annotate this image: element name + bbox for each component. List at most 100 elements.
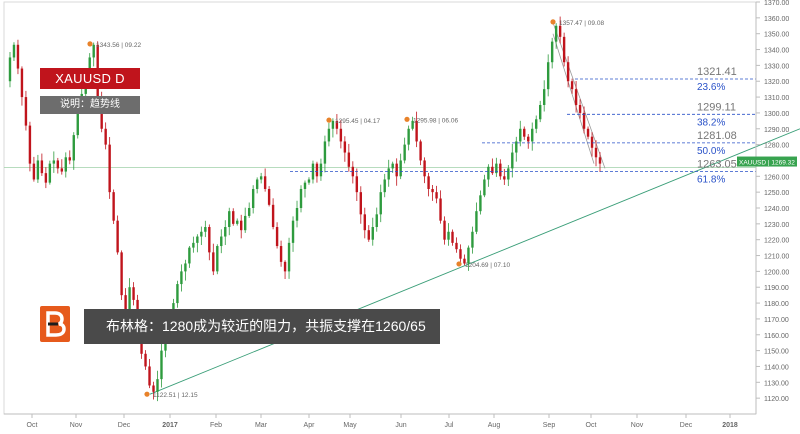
fib-price-label: 1299.11 [697, 101, 736, 113]
y-tick-label: 1290.00 [764, 127, 789, 134]
candle-down [419, 141, 422, 161]
candle-up [192, 242, 195, 248]
candle-down [367, 230, 370, 240]
symbol-badge: XAUUSD D [40, 68, 140, 89]
y-tick-label: 1160.00 [764, 333, 789, 340]
x-tick-label: Sep [543, 422, 556, 429]
candle-up [287, 242, 291, 272]
support-trendline [149, 128, 800, 395]
candle-up [52, 160, 56, 164]
candle-down [271, 204, 275, 228]
candle-up [216, 246, 219, 272]
y-axis: 1120.00 1130.00 1140.00 1150.00 1160.00 1170.… [755, 0, 789, 414]
fib-ratio-label: 23.6% [697, 82, 725, 93]
candle-down [359, 192, 363, 215]
pivot-label: 1295.45 | 04.17 [335, 118, 380, 125]
candle-up [383, 179, 386, 193]
candle-up [511, 152, 514, 169]
x-tick-label: Dec [680, 422, 693, 429]
candle-down [455, 242, 458, 250]
y-tick-label: 1150.00 [764, 349, 789, 356]
candle-down [32, 163, 36, 180]
candle-down [108, 144, 111, 193]
candle-up [291, 220, 295, 243]
candle-up [36, 160, 40, 180]
candle-down [44, 173, 48, 183]
candle-down [562, 36, 566, 63]
candle-down [523, 128, 526, 137]
y-tick-label: 1280.00 [764, 143, 789, 150]
candle-down [232, 211, 235, 224]
candle-up [8, 57, 12, 82]
candle-down [120, 252, 123, 296]
pivot-marker [87, 41, 93, 47]
candle-up [479, 195, 482, 212]
candle-up [403, 144, 406, 161]
candle-down [148, 366, 151, 386]
candle-down [212, 252, 215, 272]
y-tick-label: 1140.00 [764, 364, 789, 371]
y-tick-label: 1210.00 [764, 254, 789, 261]
candle-down [503, 176, 506, 180]
x-tick-label: Nov [70, 422, 83, 429]
y-tick-label: 1310.00 [764, 95, 789, 102]
candle-up [255, 179, 259, 189]
candle-up [48, 163, 52, 183]
candle-up [487, 166, 490, 180]
pivot-marker [550, 19, 556, 25]
y-tick-label: 1240.00 [764, 206, 789, 213]
candle-down [267, 188, 271, 205]
candle-down [16, 44, 20, 69]
candle-up [72, 135, 75, 161]
fib-ratio-label: 61.8% [697, 174, 725, 185]
x-tick-label: 2017 [162, 422, 178, 429]
candle-up [12, 44, 16, 58]
y-tick-label: 1350.00 [764, 32, 789, 39]
candle-up [467, 247, 470, 264]
pivot-label: 1204.69 | 07.10 [465, 262, 510, 269]
candle-up [550, 41, 554, 63]
y-tick-label: 1360.00 [764, 16, 789, 23]
candle-up [259, 176, 263, 180]
y-tick-label: 1220.00 [764, 238, 789, 245]
candle-up [160, 350, 163, 380]
candle-up [483, 179, 486, 196]
brand-logo [40, 306, 70, 342]
candle-up [407, 128, 410, 145]
logo-mark-icon [46, 311, 66, 337]
y-tick-label: 1120.00 [764, 396, 789, 403]
candle-up [128, 287, 131, 311]
x-tick-label: May [343, 422, 357, 429]
candle-down [443, 220, 446, 240]
candle-down [56, 160, 60, 169]
candle-up [196, 236, 199, 243]
candle-up [519, 128, 522, 142]
y-tick-label: 1250.00 [764, 190, 789, 197]
candle-down [116, 220, 119, 253]
candle-up [542, 89, 546, 105]
y-tick-label: 1370.00 [764, 0, 789, 7]
candle-down [451, 231, 454, 243]
candle-up [447, 231, 450, 240]
candle-up [243, 215, 247, 231]
candle-up [228, 211, 231, 228]
candle-up [475, 211, 478, 232]
candle-down [363, 214, 366, 231]
candle-up [184, 263, 187, 272]
candle-down [315, 163, 319, 177]
pivot-marker [404, 116, 410, 122]
candle-down [499, 163, 502, 177]
pivot-label: 1122.51 | 12.15 [153, 392, 198, 399]
x-tick-label: Jun [395, 422, 406, 429]
analysis-banner: 布林格：1280成为较近的阻力，共振支撑在1260/65 [84, 309, 440, 344]
candle-up [375, 214, 378, 228]
fib-price-label: 1281.08 [697, 130, 737, 142]
candle-down [339, 128, 343, 142]
candle-down [355, 176, 359, 193]
y-tick-label: 1330.00 [764, 63, 789, 70]
candle-up [399, 160, 402, 177]
y-tick-label: 1260.00 [764, 174, 789, 181]
candle-down [68, 157, 71, 161]
candle-up [391, 163, 394, 169]
x-tick-label: Aug [488, 422, 501, 429]
